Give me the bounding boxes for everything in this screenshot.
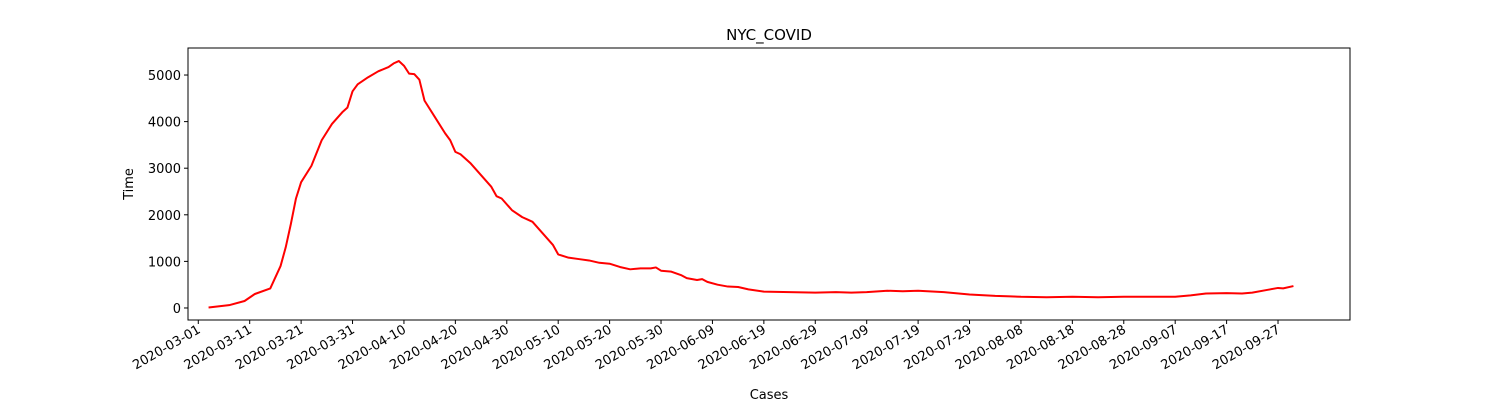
y-tick-label: 4000 [148, 116, 181, 131]
y-tick-label: 5000 [148, 69, 181, 84]
y-axis-label: Time [122, 168, 137, 201]
line [208, 60, 1294, 309]
x-axis-label: Cases [750, 388, 789, 400]
y-tick-label: 0 [173, 302, 181, 317]
y-tick-label: 2000 [148, 209, 181, 224]
y-tick-label: 3000 [148, 162, 181, 177]
y-tick-label: 1000 [148, 255, 181, 270]
chart-title: NYC_COVID [726, 26, 812, 45]
plot-frame [187, 47, 1351, 321]
